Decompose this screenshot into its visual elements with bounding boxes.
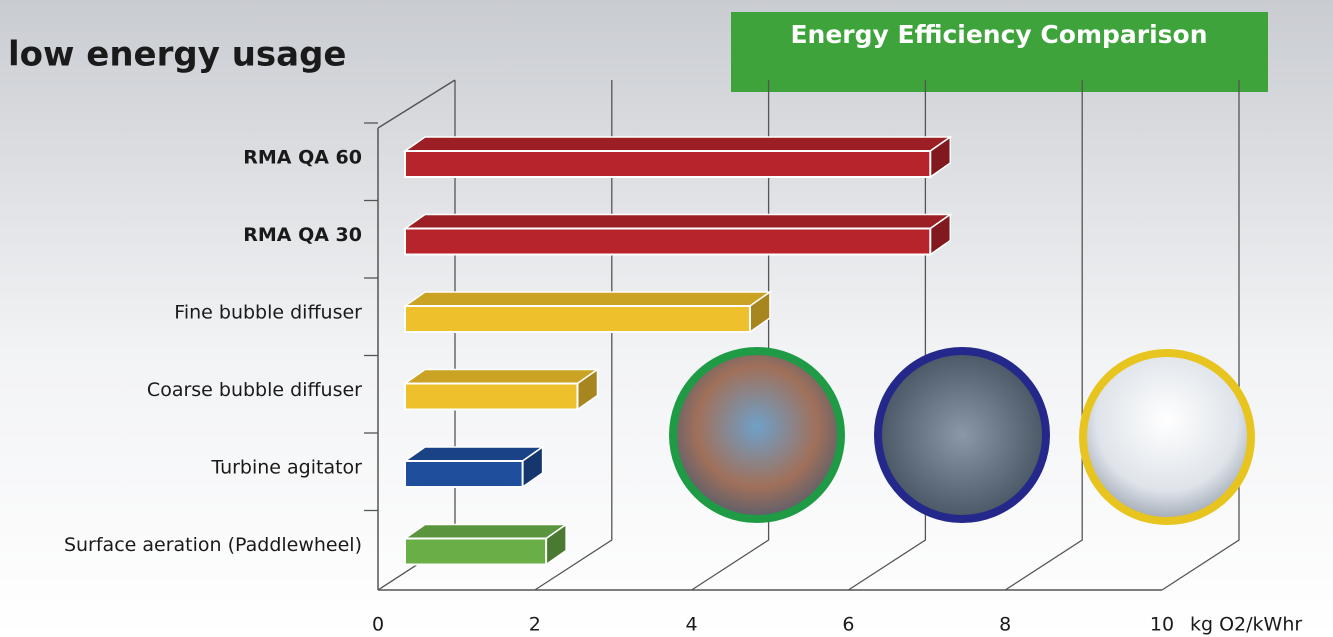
bar-front (404, 460, 524, 488)
x-tick-label: 4 (686, 614, 698, 636)
grid-line (1161, 80, 1240, 591)
photo-turbine (874, 347, 1050, 523)
bar-top (402, 213, 953, 230)
x-tick-label: 6 (842, 614, 854, 636)
x-tick-label: 10 (1150, 614, 1174, 636)
x-tick-label: 0 (372, 614, 384, 636)
x-tick-label: 2 (529, 614, 541, 636)
bar-front (404, 537, 548, 566)
photo-diffuser (1079, 349, 1255, 525)
wall-edge (377, 79, 456, 129)
bar-top (402, 368, 600, 385)
bar-front (404, 382, 579, 411)
bar (402, 368, 600, 411)
bar (402, 445, 545, 489)
bar-front (404, 305, 751, 333)
bar-top (402, 446, 545, 462)
x-unit-label: kg O2/kWhr (1190, 614, 1302, 636)
bar-top (402, 291, 773, 307)
bar-front (404, 227, 932, 256)
chart-title: Energy Efficiency Comparison (790, 20, 1207, 49)
bar (402, 135, 953, 179)
title-box (731, 12, 1268, 92)
category-label: Turbine agitator (210, 457, 362, 479)
category-label: Coarse bubble diffuser (147, 379, 362, 401)
heading: low energy usage (8, 35, 346, 75)
grid-line (1004, 80, 1083, 591)
bar (402, 290, 773, 334)
bar-top (402, 136, 953, 152)
category-label: RMA QA 60 (243, 147, 362, 169)
photo-paddlewheel (669, 347, 845, 523)
bar-front (404, 150, 932, 178)
category-label: Fine bubble diffuser (174, 302, 362, 324)
bar (402, 213, 953, 256)
bar (402, 523, 569, 566)
category-label: RMA QA 30 (243, 224, 362, 246)
category-label: Surface aeration (Paddlewheel) (64, 534, 362, 556)
x-tick-label: 8 (999, 614, 1011, 636)
bar-top (402, 523, 569, 540)
bars (402, 135, 953, 566)
